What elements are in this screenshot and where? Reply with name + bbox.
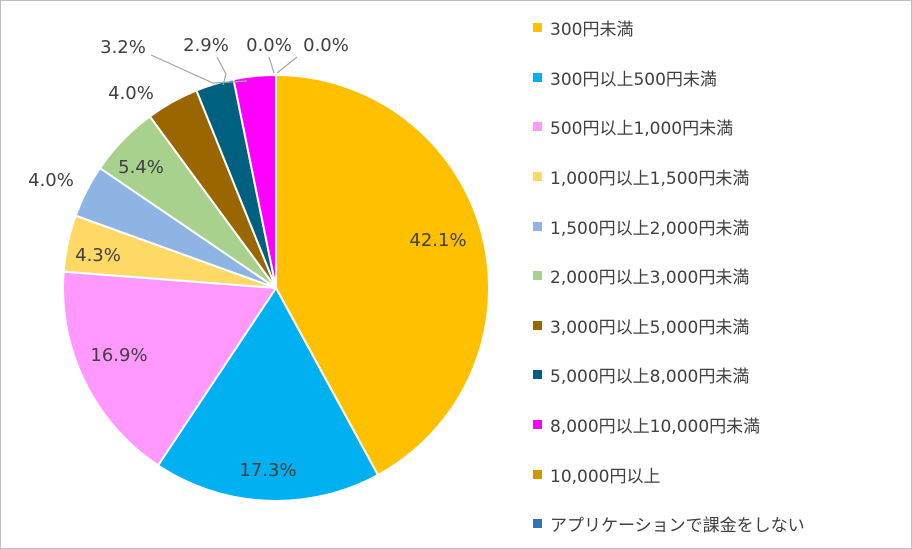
legend-item: 5,000円以上8,000円未満 [533, 350, 909, 400]
data-label: 3.2% [100, 37, 146, 58]
legend-label: 500円以上1,000円未満 [550, 119, 734, 140]
legend-swatch [533, 519, 542, 529]
legend-label: 2,000円以上3,000円未満 [550, 268, 750, 289]
legend-label: 5,000円以上8,000円未満 [550, 367, 750, 388]
leader-line [216, 56, 227, 86]
legend-label: 1,000円以上1,500円未満 [550, 169, 750, 190]
legend-label: 1,500円以上2,000円未満 [550, 218, 750, 239]
leader-line [150, 54, 248, 84]
legend-swatch [533, 172, 542, 182]
legend-item: 10,000円以上 [533, 449, 909, 499]
legend-swatch [533, 420, 542, 430]
legend-label: 3,000円以上5,000円未満 [550, 317, 750, 338]
pie-slice [275, 73, 491, 477]
data-label: 5.4% [118, 157, 164, 178]
legend-item: 500円以上1,000円未満 [533, 102, 909, 152]
legend-swatch [533, 72, 542, 82]
pie-slice [62, 270, 278, 467]
data-label: 4.3% [75, 245, 121, 266]
pie-slice [156, 286, 380, 502]
legend-label: 300円以上500円未満 [550, 69, 717, 90]
legend-swatch [533, 271, 542, 281]
leader-line [276, 56, 298, 74]
data-label: 42.1% [409, 230, 466, 251]
legend-item: 8,000円以上10,000円未満 [533, 400, 909, 450]
data-label: 4.0% [28, 170, 74, 191]
legend-swatch [533, 221, 542, 231]
leader-line [268, 56, 275, 74]
legend-item: 300円以上500円未満 [533, 53, 909, 103]
legend-label: 10,000円以上 [550, 466, 661, 487]
legend-swatch [533, 469, 542, 479]
data-label: 0.0% [303, 35, 349, 56]
data-label: 17.3% [239, 460, 296, 481]
legend-swatch [533, 370, 542, 380]
legend-label: 300円未満 [550, 20, 634, 41]
legend-item: アプリケーションで課金をしない [533, 499, 909, 549]
data-label: 16.9% [90, 345, 147, 366]
legend-item: 300円未満 [533, 3, 909, 53]
legend-swatch [533, 122, 542, 132]
legend-swatch [533, 320, 542, 330]
legend-item: 3,000円以上5,000円未満 [533, 301, 909, 351]
legend-item: 2,000円以上3,000円未満 [533, 251, 909, 301]
legend-label: 8,000円以上10,000円未満 [550, 417, 761, 438]
data-label: 0.0% [246, 35, 292, 56]
data-label: 4.0% [108, 83, 154, 104]
pie-chart: 42.1% 17.3% 16.9% 4.3% 4.0% 5.4% 4.0% 2.9% 3.2% 0… [28, 35, 491, 502]
legend-item: 1,500円以上2,000円未満 [533, 201, 909, 251]
chart-legend: 300円未満 300円以上500円未満 500円以上1,000円未満 1,000… [533, 3, 909, 549]
data-label: 2.9% [183, 35, 229, 56]
legend-item: 1,000円以上1,500円未満 [533, 152, 909, 202]
legend-swatch [533, 23, 542, 33]
pie-slice [232, 73, 277, 289]
legend-label: アプリケーションで課金をしない [550, 516, 805, 537]
